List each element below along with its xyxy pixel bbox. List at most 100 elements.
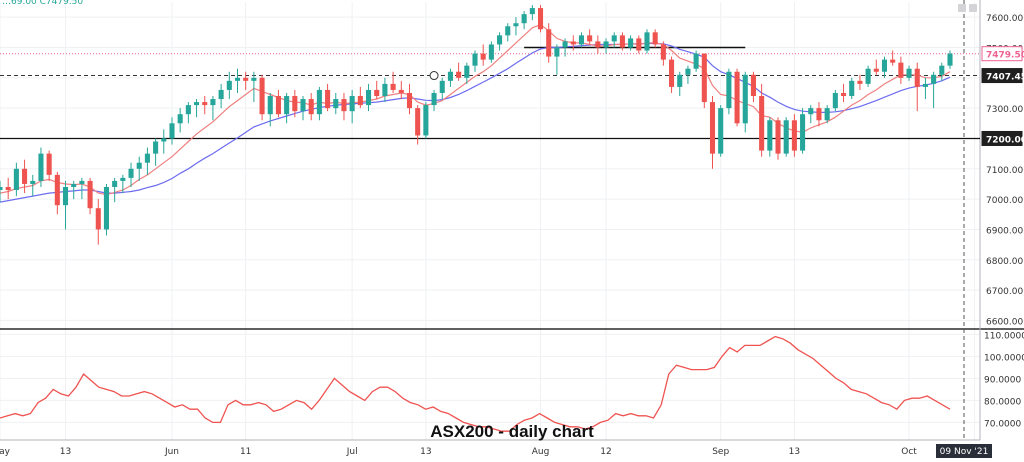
candle-body [488, 44, 494, 60]
candle-body [202, 102, 208, 106]
candle-body [0, 186, 3, 191]
time-tick-label: Aug [532, 447, 550, 457]
price-tick-label: 6600.00 [986, 317, 1023, 327]
candle-body [767, 120, 773, 151]
candle-body [685, 68, 691, 75]
marker-circle [429, 71, 439, 81]
indicator-tick-label: 70.0000 [984, 419, 1021, 429]
candle-body [284, 96, 290, 115]
indicator-tick-label: 80.0000 [984, 397, 1021, 407]
candle-body [914, 68, 920, 87]
candle-body [840, 92, 847, 97]
candle-body [800, 114, 806, 151]
settings-icon[interactable] [958, 4, 966, 12]
candle-body [521, 14, 527, 24]
price-tick-label: 7000.00 [986, 196, 1023, 206]
candle-body [38, 153, 44, 181]
candle-body [46, 153, 52, 175]
indicator-tick-label: 100.0000 [984, 353, 1024, 363]
candle-body [718, 108, 724, 154]
candle-body [472, 53, 478, 66]
candle-body [365, 89, 372, 106]
candle-body [619, 35, 625, 48]
candle-body [169, 123, 175, 139]
candle-body [554, 47, 560, 57]
time-tick-label: 13 [789, 447, 800, 457]
price-tick-label: 7300.00 [986, 105, 1023, 115]
candle-body [759, 96, 765, 151]
time-tick-label: 13 [420, 447, 431, 457]
candle-body [128, 168, 134, 178]
candle-body [439, 80, 445, 93]
candle-body [513, 23, 519, 27]
price-badge [981, 46, 1023, 62]
candle-body [210, 99, 216, 106]
candle-body [103, 186, 110, 230]
candle-body [194, 102, 200, 106]
candle-body [497, 35, 503, 45]
price-tick-label: 6900.00 [986, 226, 1023, 236]
candle-body [374, 89, 380, 97]
candle-body [251, 77, 257, 81]
candle-body [546, 29, 552, 57]
candle-body [87, 180, 93, 209]
candle-body [832, 92, 838, 109]
candle-body [628, 38, 634, 48]
ma-fast-line [0, 24, 951, 196]
candle-body [349, 96, 355, 112]
candle-body [390, 83, 396, 90]
candle-body [939, 65, 945, 75]
candle-body [177, 114, 183, 124]
candle-body [505, 26, 511, 36]
candle-body [660, 44, 666, 60]
candle-body [537, 8, 544, 30]
candles-group [0, 5, 953, 245]
candle-body [300, 99, 306, 112]
candle-body [79, 180, 85, 184]
candle-body [693, 53, 699, 69]
candle-body [218, 89, 224, 100]
candle-body [5, 186, 11, 191]
candle-body [570, 41, 576, 45]
current-date-label: 09 Nov '21 [940, 447, 989, 457]
ma-slow-line [0, 42, 951, 203]
candle-body [906, 68, 912, 78]
maximize-icon[interactable] [969, 4, 977, 12]
candle-body [95, 208, 101, 230]
time-tick-label: 12 [600, 447, 611, 457]
candle-body [259, 77, 265, 115]
candle-body [857, 80, 863, 84]
candle-body [890, 59, 896, 63]
candle-body [873, 68, 879, 72]
price-badge [981, 130, 1023, 146]
candle-body [931, 74, 937, 84]
candle-body [341, 99, 347, 112]
price-badge-label: 7200.00 [986, 135, 1024, 145]
candle-body [144, 153, 150, 163]
candle-body [398, 89, 404, 93]
candle-body [709, 102, 716, 154]
candle-body [750, 74, 756, 97]
price-badge [981, 68, 1023, 84]
candle-body [136, 162, 142, 169]
current-date-badge [936, 444, 992, 458]
candle-body [816, 108, 822, 121]
chart-controls[interactable] [958, 4, 977, 12]
candle-body [431, 92, 437, 106]
candle-body [652, 32, 658, 45]
candle-body [243, 77, 249, 81]
candle-body [595, 41, 601, 48]
indicator-tick-label: 90.0000 [984, 375, 1021, 385]
candle-body [415, 108, 421, 136]
candle-body [333, 99, 339, 109]
candle-body [54, 174, 60, 206]
candle-body [292, 96, 298, 112]
candle-body [185, 105, 191, 115]
candle-body [947, 53, 953, 66]
candle-body [775, 120, 781, 154]
candle-body [480, 53, 486, 60]
candle-body [578, 35, 585, 45]
candle-body [562, 41, 568, 48]
candle-body [226, 80, 232, 90]
